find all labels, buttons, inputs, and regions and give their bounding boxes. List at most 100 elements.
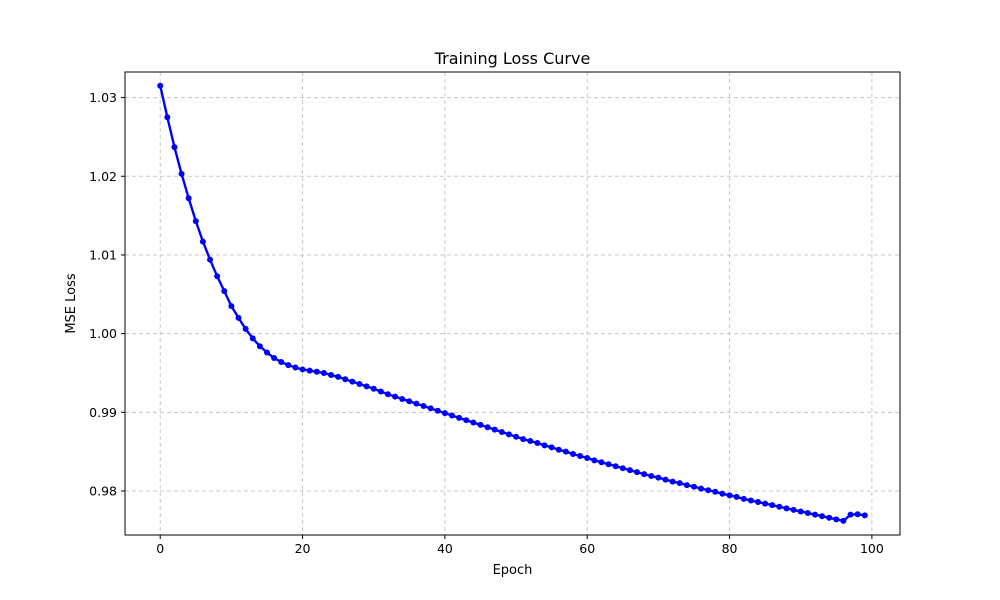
loss-point <box>690 483 697 490</box>
loss-point <box>676 480 683 487</box>
loss-point <box>747 497 754 504</box>
loss-point <box>662 476 669 483</box>
loss-point <box>434 407 441 414</box>
loss-point <box>392 393 399 400</box>
loss-point <box>861 512 868 519</box>
loss-point <box>441 410 448 417</box>
plot-frame <box>124 71 901 536</box>
loss-point <box>562 448 569 455</box>
loss-point <box>520 436 527 443</box>
loss-point <box>463 417 470 424</box>
loss-point <box>826 514 833 521</box>
y-tick-label: 1.02 <box>89 169 117 184</box>
loss-point <box>171 144 178 151</box>
loss-point <box>292 364 299 371</box>
loss-point <box>498 429 505 435</box>
loss-point <box>534 440 541 447</box>
y-tick-label: 1.01 <box>89 247 117 262</box>
loss-point <box>634 469 641 476</box>
loss-point <box>484 424 491 431</box>
loss-point <box>399 395 406 402</box>
loss-point <box>320 369 327 376</box>
loss-point <box>641 471 648 478</box>
loss-point <box>306 367 313 374</box>
loss-point <box>598 459 605 466</box>
loss-point <box>157 82 164 89</box>
loss-point <box>256 343 263 350</box>
loss-point <box>384 391 391 398</box>
loss-point <box>363 383 370 390</box>
loss-point <box>271 355 278 362</box>
loss-point <box>762 500 769 507</box>
loss-point <box>548 444 555 451</box>
loss-point <box>342 376 349 383</box>
loss-point <box>377 388 384 395</box>
x-tick-label: 20 <box>295 541 311 556</box>
loss-point <box>406 398 413 405</box>
loss-point <box>505 431 512 438</box>
loss-point <box>299 366 306 373</box>
loss-point <box>669 478 676 485</box>
loss-point <box>249 335 256 342</box>
loss-point <box>263 349 270 356</box>
loss-point <box>705 487 712 494</box>
loss-point <box>726 492 733 499</box>
series-layer <box>157 82 868 524</box>
x-tick-label: 100 <box>860 541 884 556</box>
loss-point <box>591 457 598 464</box>
loss-point <box>356 381 363 387</box>
x-tick-label: 0 <box>156 541 164 556</box>
loss-point <box>854 511 861 518</box>
y-axis-label: MSE Loss <box>64 273 79 334</box>
loss-point <box>228 303 235 310</box>
loss-point <box>313 368 320 375</box>
loss-point <box>605 461 612 468</box>
loss-point <box>783 505 790 512</box>
loss-point <box>712 488 719 495</box>
loss-point <box>811 511 818 518</box>
loss-point <box>569 451 576 458</box>
loss-point <box>797 508 804 515</box>
loss-point <box>804 510 811 517</box>
loss-point <box>185 195 192 202</box>
loss-point <box>413 400 420 407</box>
loss-point <box>612 463 619 470</box>
loss-point <box>420 403 427 410</box>
loss-point <box>278 358 285 365</box>
y-tick-label: 1.00 <box>89 326 117 341</box>
loss-point <box>285 362 292 369</box>
y-tick-label: 0.99 <box>89 405 117 420</box>
grid-lines <box>125 72 900 535</box>
y-tick-label: 1.03 <box>89 90 117 105</box>
loss-point <box>847 511 854 518</box>
loss-point <box>427 405 434 412</box>
x-axis: 0 20 40 60 80 100 <box>156 535 884 556</box>
loss-point <box>491 426 498 433</box>
loss-point <box>221 288 228 295</box>
loss-point <box>619 465 626 472</box>
loss-point <box>178 170 185 177</box>
y-axis: 0.98 0.99 1.00 1.01 1.02 1.03 <box>89 90 125 499</box>
loss-point <box>769 502 776 509</box>
loss-point <box>242 325 249 332</box>
loss-point <box>214 273 221 280</box>
loss-point <box>719 490 726 497</box>
loss-point <box>698 485 705 492</box>
loss-point <box>790 506 797 513</box>
loss-line <box>159 85 865 523</box>
loss-point <box>527 438 534 445</box>
loss-point <box>192 218 199 225</box>
x-tick-label: 60 <box>579 541 595 556</box>
chart-title: Training Loss Curve <box>434 49 591 68</box>
loss-point <box>683 482 690 489</box>
loss-point <box>199 238 206 245</box>
loss-point <box>456 414 463 421</box>
loss-point <box>833 516 840 523</box>
loss-point <box>819 513 826 520</box>
loss-point <box>449 412 456 419</box>
loss-point <box>164 114 171 121</box>
loss-point <box>349 378 356 385</box>
loss-point <box>235 314 242 321</box>
